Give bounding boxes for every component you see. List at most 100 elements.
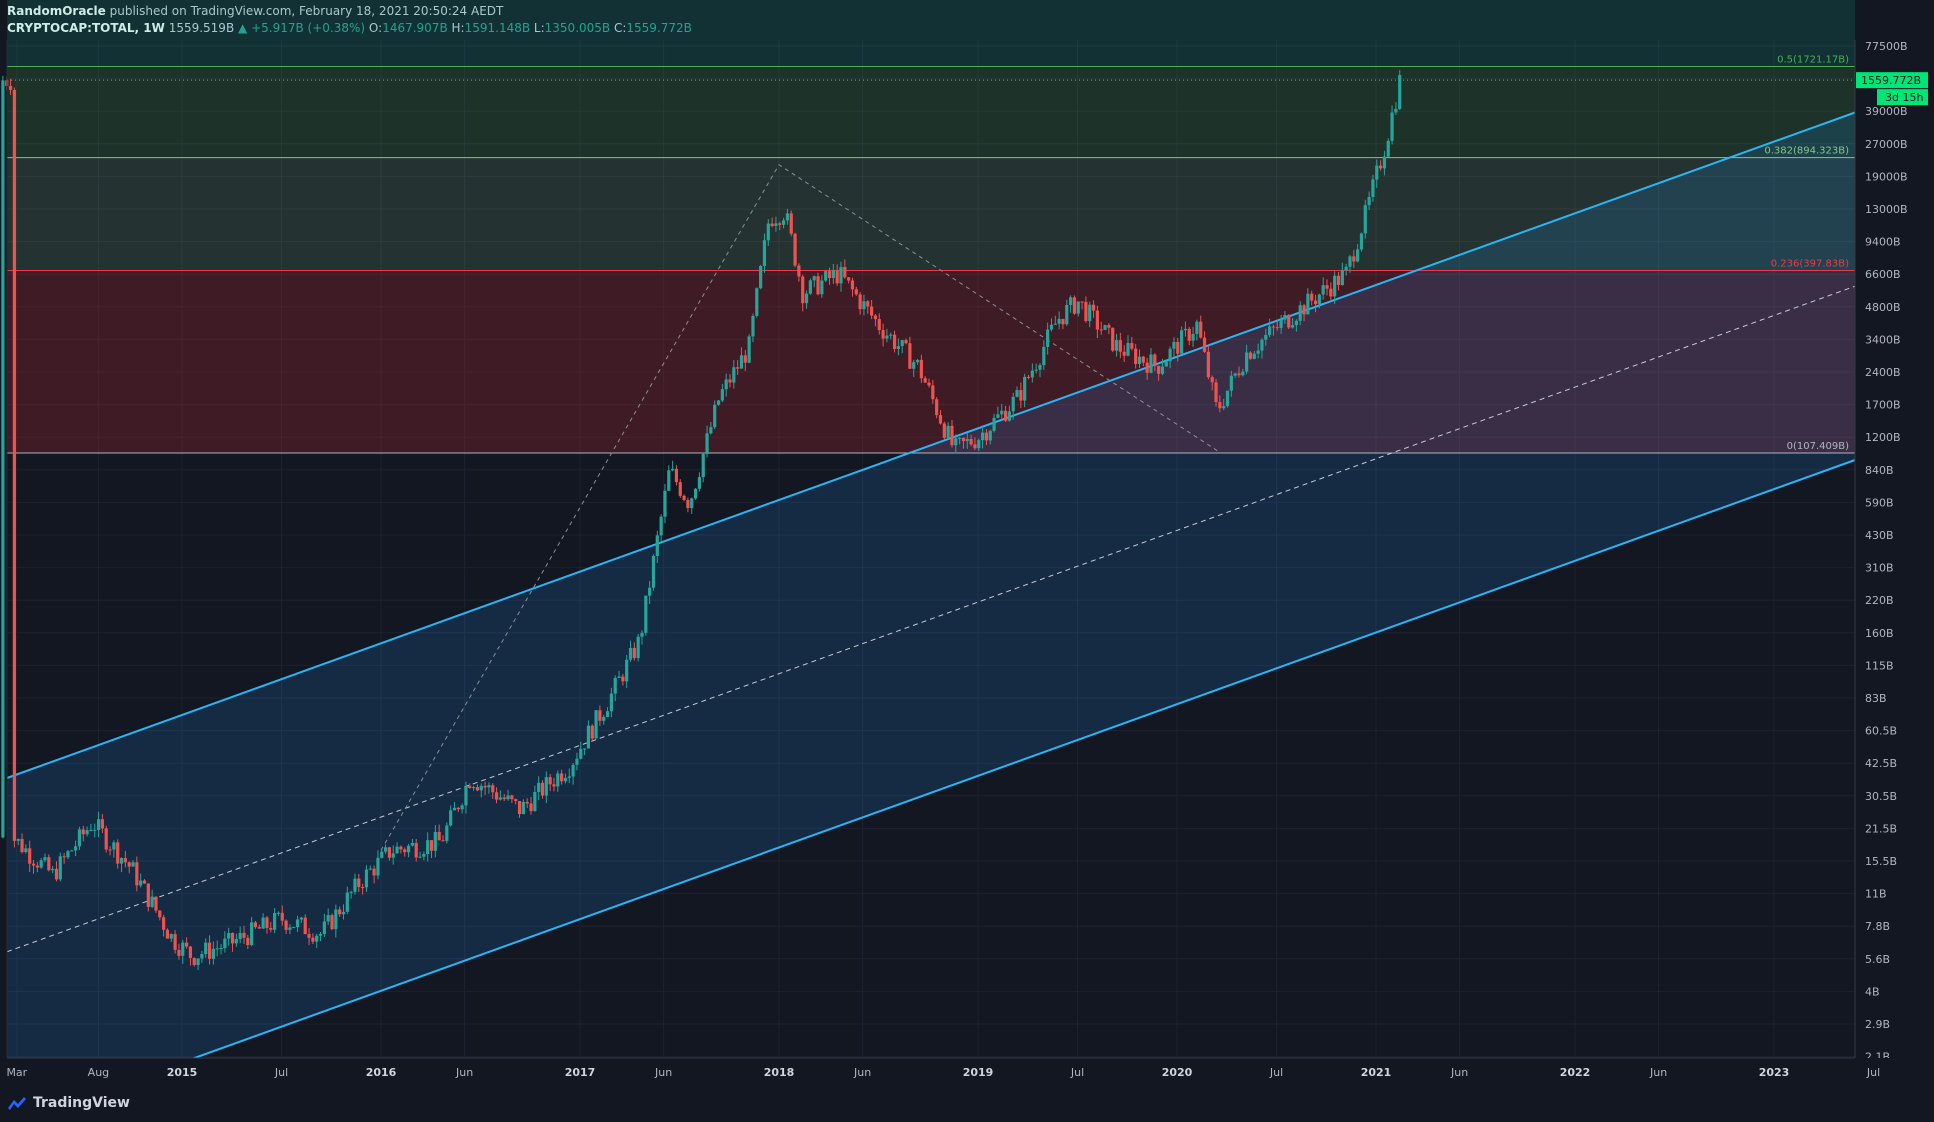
candle-body [686,499,690,509]
candle-body [441,840,445,842]
candle-body [1248,352,1253,359]
candle-body [1398,75,1402,109]
price-axis-tick-label: 2.9B [1865,1018,1890,1031]
candle-body [357,878,361,888]
tradingview-brand[interactable]: TradingView [33,1095,130,1111]
candle-body [984,432,989,441]
candle-body [414,843,418,858]
candle-body [655,535,659,557]
candle-body [475,787,480,791]
candle-body [812,276,816,281]
candle-body [299,917,303,920]
candle-body [739,355,744,369]
open-label: O: [369,21,382,35]
time-axis-tick-label: 2016 [366,1066,397,1079]
candle-body [1080,301,1084,303]
candle-body [1191,333,1195,341]
candle-body [372,868,376,876]
channel-fill [7,112,1855,1086]
last-price-tag-label: 1559.772B [1861,74,1921,87]
candle-body [135,862,139,886]
candle-body [1306,293,1310,315]
price-axis-tick-label: 19000B [1865,170,1908,183]
time-axis-tick-label: 2017 [565,1066,596,1079]
price-axis-tick-label: 840B [1865,464,1894,477]
candle-body [525,801,529,804]
candle-body [1202,337,1207,352]
fib-level-label: 0.236(397.83B) [1771,259,1849,270]
price-axis-tick-label: 115B [1865,659,1894,672]
candle-body [1329,288,1333,297]
candle-body [24,848,28,853]
time-axis-tick-label: 2020 [1162,1066,1193,1079]
candle-body [1157,365,1161,374]
candle-body [165,929,170,939]
candle-body [958,437,962,439]
candle-body [318,933,323,936]
candle-body [8,85,13,90]
candle-body [250,922,254,946]
candle-body [912,362,916,369]
time-axis-tick-label: 2015 [167,1066,198,1079]
candle-body [621,676,625,682]
candle-body [537,782,541,792]
candle-body [1222,406,1226,409]
candle-body [70,850,74,852]
candle-body [1252,353,1256,359]
channel-lower-line [113,459,1856,1086]
candle-body [697,477,701,489]
fib-trend-line [380,164,1222,851]
candle-body [636,636,640,659]
candle-body [590,725,594,739]
candle-body [479,785,483,791]
candle-body [494,792,499,800]
candle-body [51,868,55,871]
candle-body [736,367,740,369]
candle-body [1363,205,1367,234]
candle-body [54,868,59,880]
last-price-tag [1856,72,1928,89]
candle-body [617,676,621,678]
candle-body [1183,328,1188,331]
candle-body [1088,304,1092,322]
price-axis-tick-label: 42.5B [1865,757,1897,770]
candle-body [892,334,897,349]
candle-body [464,786,468,806]
price-axis-tick-label: 15.5B [1865,855,1897,868]
candle-body [1225,390,1230,407]
candle-body [280,912,284,921]
candle-body [449,810,453,826]
candle-body [766,223,770,241]
candle-body [640,632,644,637]
candle-body [628,647,633,660]
candle-body [1160,366,1165,374]
time-axis-tick-label: Jul [274,1066,288,1079]
candle-body [1245,352,1249,372]
candle-body [456,807,460,810]
symbol-label[interactable]: CRYPTOCAP:TOTAL, 1W [7,21,165,35]
candle-body [334,909,338,930]
price-chart[interactable]: 0(107.409B) 0.236(397.83B) 0.382(894.323B)… [0,0,1934,1086]
candle-body [648,587,652,596]
candle-body [1195,321,1199,334]
price-axis-tick-label: 3400B [1865,333,1901,346]
candle-body [238,932,242,940]
tradingview-logo-icon[interactable] [6,1094,28,1112]
candle-body [1137,356,1142,364]
candle-body [816,276,820,295]
publisher-name[interactable]: RandomOracle [7,4,106,18]
candle-body [1134,348,1138,364]
candle-body [567,776,571,778]
candle-body [1348,256,1352,267]
candle-body [395,846,399,854]
time-axis-tick-label: 2018 [764,1066,795,1079]
chart-header: RandomOracle published on TradingView.co… [0,0,1934,40]
candle-body [1241,371,1245,376]
plot-background [7,40,1855,1058]
candle-body [173,934,177,950]
candle-body [322,921,326,934]
candle-body [808,280,812,294]
candle-body [288,927,292,930]
candle-body [223,938,227,949]
candle-body [996,414,1000,418]
